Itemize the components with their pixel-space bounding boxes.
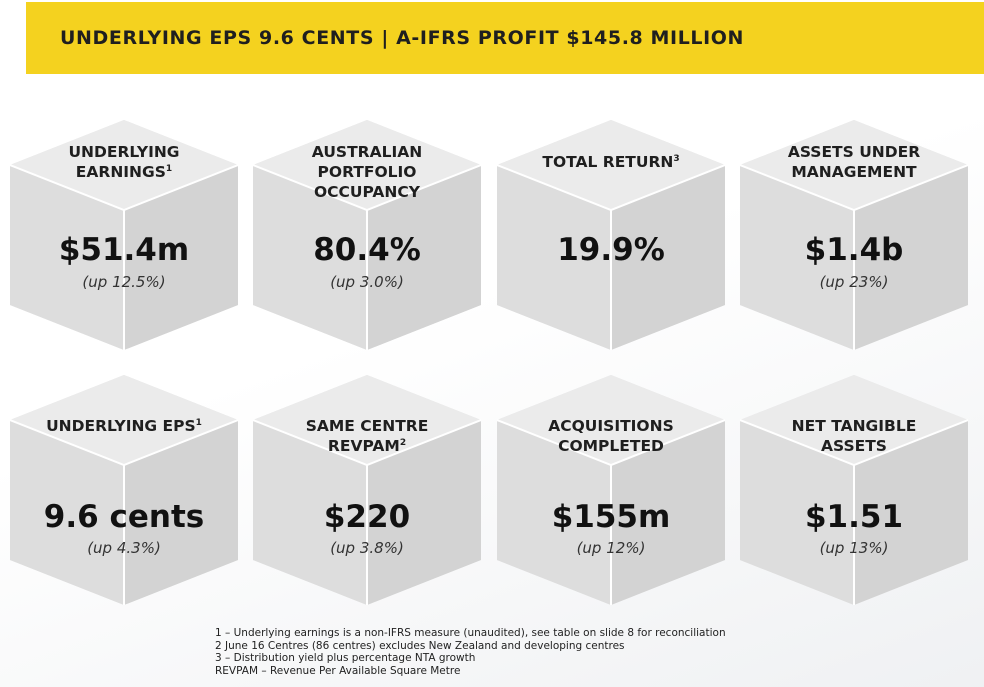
kpi-tile-total-return: TOTAL RETURN3 19.9% [497, 120, 725, 350]
tile-change: (up 3.0%) [330, 273, 404, 291]
tile-change: (up 12.5%) [82, 273, 166, 291]
banner-title: UNDERLYING EPS 9.6 CENTS | A-IFRS PROFIT… [60, 27, 745, 49]
tile-value: 80.4% [313, 232, 421, 268]
tile-change: (up 3.8%) [330, 539, 404, 557]
footnote-marker: 2 [399, 437, 407, 448]
tile-change: (up 4.3%) [87, 539, 161, 557]
footnote-marker: 1 [165, 163, 173, 174]
kpi-tile-occupancy: AUSTRALIAN PORTFOLIO OCCUPANCY 80.4% (up… [253, 120, 481, 350]
kpi-tile-underlying-earnings: UNDERLYING EARNINGS1 $51.4m (up 12.5%) [10, 120, 238, 350]
cube-graphic [497, 375, 725, 605]
footnotes: 1 – Underlying earnings is a non-IFRS me… [215, 627, 726, 677]
tile-title: ASSETS UNDER MANAGEMENT [787, 143, 921, 181]
footnote-2: 2 June 16 Centres (86 centres) excludes … [215, 639, 625, 652]
footnote-3: 3 – Distribution yield plus percentage N… [215, 652, 476, 664]
cube-graphic [740, 375, 968, 605]
tile-change: (up 13%) [819, 539, 889, 557]
header-banner: UNDERLYING EPS 9.6 CENTS | A-IFRS PROFIT… [26, 2, 984, 74]
tile-value: $155m [551, 499, 671, 535]
kpi-tile-acquisitions-completed: ACQUISITIONS COMPLETED $155m (up 12%) [497, 375, 725, 605]
kpi-tile-underlying-eps: UNDERLYING EPS1 9.6 cents (up 4.3%) [10, 375, 238, 605]
footnote-revpam: REVPAM – Revenue Per Available Square Me… [215, 664, 461, 677]
tile-value: 9.6 cents [43, 499, 205, 535]
kpi-tile-net-tangible-assets: NET TANGIBLE ASSETS $1.51 (up 13%) [740, 375, 968, 605]
tile-title: AUSTRALIAN PORTFOLIO OCCUPANCY [311, 143, 423, 201]
cube-graphic [10, 375, 238, 605]
cube-graphic [253, 375, 481, 605]
tile-title: UNDERLYING EARNINGS [68, 143, 180, 181]
tile-title: UNDERLYING EPS [46, 417, 196, 435]
tile-value: $220 [323, 499, 411, 535]
tile-change: (up 12%) [576, 539, 646, 557]
tile-change: (up 23%) [819, 273, 889, 291]
footnote-marker: 1 [195, 417, 202, 428]
cube-graphic [740, 120, 968, 350]
footnote-1: 1 – Underlying earnings is a non-IFRS me… [215, 627, 726, 639]
cube-graphic [497, 120, 725, 350]
cube-graphic [253, 120, 481, 350]
footnote-marker: 3 [673, 153, 680, 164]
tile-title: TOTAL RETURN [542, 153, 674, 171]
tile-value: $1.4b [804, 232, 904, 268]
tile-value: 19.9% [557, 232, 665, 268]
tile-title: SAME CENTRE REVPAM [305, 417, 429, 455]
tile-title: NET TANGIBLE ASSETS [791, 417, 917, 455]
tile-title: ACQUISITIONS COMPLETED [548, 417, 674, 455]
tile-value: $51.4m [58, 232, 190, 268]
kpi-tile-assets-under-management: ASSETS UNDER MANAGEMENT $1.4b (up 23%) [740, 120, 968, 350]
tile-value: $1.51 [804, 499, 904, 535]
cube-graphic [10, 120, 238, 350]
kpi-tile-same-centre-revpam: SAME CENTRE REVPAM2 $220 (up 3.8%) [253, 375, 481, 605]
